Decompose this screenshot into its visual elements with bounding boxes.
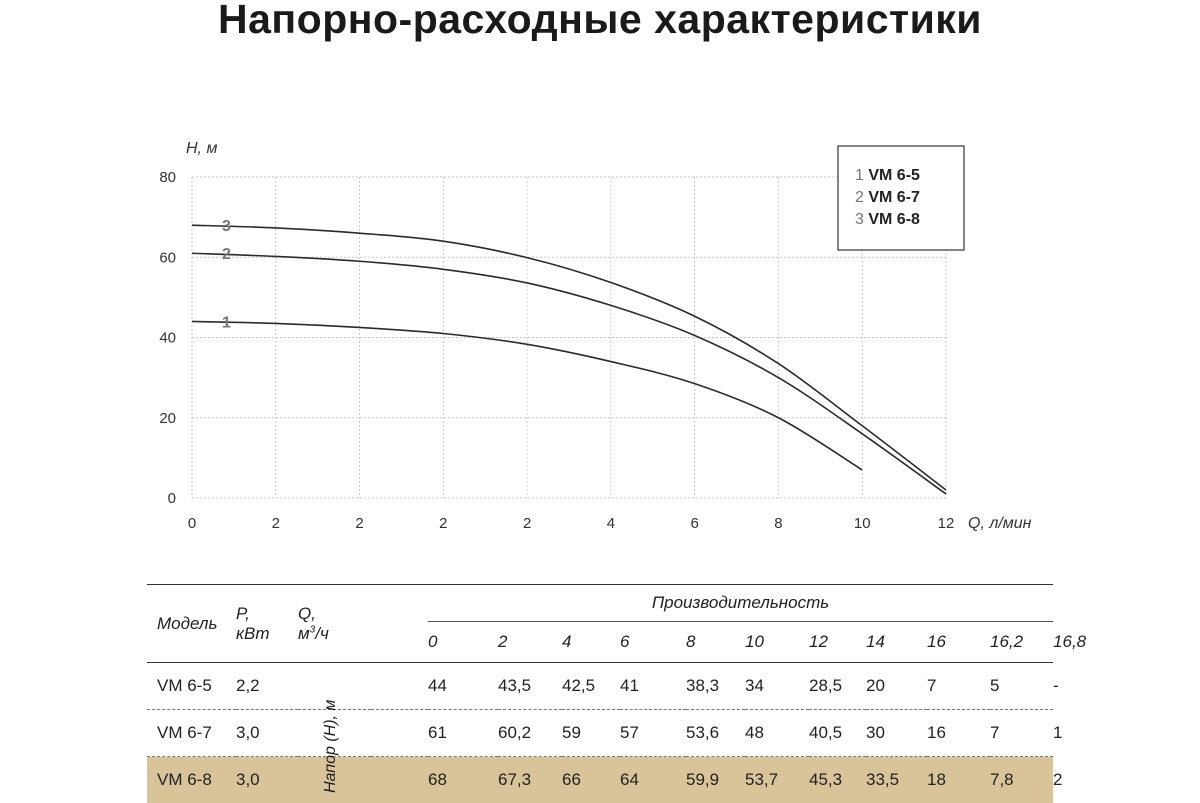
x-tick-label: 2 (523, 515, 531, 532)
x-tick-label: 2 (439, 515, 447, 532)
head-value-cell: 7,8 (990, 757, 1053, 803)
head-axis-label: Напор (H), м (322, 673, 344, 793)
head-value-cell: 20 (866, 663, 927, 710)
head-value-cell: 53,7 (745, 757, 809, 803)
flow-value-header: 14 (866, 622, 927, 663)
head-value-cell: 66 (562, 757, 620, 803)
head-value-cell: 30 (866, 710, 927, 757)
head-value-cell: 57 (620, 710, 686, 757)
head-value-cell: 61 (428, 710, 498, 757)
head-value-cell: 59 (562, 710, 620, 757)
y-tick-label: 0 (168, 490, 176, 507)
head-value-cell: 5 (990, 663, 1053, 710)
head-value-cell: 40,5 (809, 710, 866, 757)
x-tick-label: 6 (690, 515, 698, 532)
head-value-cell: 33,5 (866, 757, 927, 803)
head-value-cell: 41 (620, 663, 686, 710)
flow-header-symbol: Q, (298, 604, 371, 624)
flow-value-header: 6 (620, 622, 686, 663)
model-cell: VM 6-8 (147, 757, 236, 803)
chart-series: 1 2 3 (192, 218, 946, 494)
legend-item-3: 3 VM 6-8 (855, 211, 920, 228)
x-tick-label: 12 (938, 515, 955, 532)
model-cell: VM 6-5 (147, 663, 236, 710)
head-value-cell: 68 (428, 757, 498, 803)
head-value-cell: 64 (620, 757, 686, 803)
y-axis-title: H, м (186, 140, 217, 157)
flow-value-header: 12 (809, 622, 866, 663)
power-cell: 3,0 (236, 757, 298, 803)
flow-value-header: 16,2 (990, 622, 1053, 663)
y-tick-label: 20 (159, 410, 176, 427)
x-tick-label: 2 (272, 515, 280, 532)
spacer-cell (371, 663, 428, 710)
head-value-cell: 43,5 (498, 663, 562, 710)
flow-value-header: 10 (745, 622, 809, 663)
head-value-cell: 18 (927, 757, 990, 803)
y-tick-label: 40 (159, 330, 176, 347)
series-3-label: 3 (222, 218, 231, 235)
flow-value-header: 16 (927, 622, 990, 663)
head-value-cell: 7 (990, 710, 1053, 757)
head-value-cell: 16 (927, 710, 990, 757)
power-cell: 3,0 (236, 710, 298, 757)
flow-value-header: 8 (686, 622, 745, 663)
y-tick-label: 80 (159, 169, 176, 186)
head-value-cell: 7 (927, 663, 990, 710)
x-tick-label: 4 (607, 515, 615, 532)
flow-header: Q, м3/ч (298, 585, 371, 663)
head-value-cell: 67,3 (498, 757, 562, 803)
head-value-cell: 45,3 (809, 757, 866, 803)
flow-value-header: 0 (428, 622, 498, 663)
x-tick-label: 10 (854, 515, 871, 532)
head-value-cell: 38,3 (686, 663, 745, 710)
chart-legend: 1 VM 6-5 2 VM 6-7 3 VM 6-8 (838, 146, 964, 250)
power-header-symbol: P, (236, 604, 298, 624)
power-header-unit: кВт (236, 624, 298, 644)
series-1-line (192, 321, 862, 469)
spacer-cell (371, 757, 428, 803)
power-cell: 2,2 (236, 663, 298, 710)
flow-header-unit: м3/ч (298, 624, 371, 644)
power-header: P, кВт (236, 585, 298, 663)
legend-item-1: 1 VM 6-5 (855, 167, 920, 184)
head-value-cell: 44 (428, 663, 498, 710)
flow-value-header: 2 (498, 622, 562, 663)
x-tick-label: 8 (774, 515, 782, 532)
x-tick-label: 2 (355, 515, 363, 532)
y-tick-label: 60 (159, 249, 176, 266)
head-value-cell: 53,6 (686, 710, 745, 757)
spacer-cell (371, 710, 428, 757)
series-2-label: 2 (222, 246, 231, 263)
model-header: Модель (147, 585, 236, 663)
x-tick-label: 0 (188, 515, 196, 532)
flow-value-header: 4 (562, 622, 620, 663)
head-value-cell: 42,5 (562, 663, 620, 710)
series-2-line (192, 253, 946, 494)
head-value-cell: 28,5 (809, 663, 866, 710)
x-axis-title: Q, л/мин (968, 515, 1032, 532)
head-value-cell: 48 (745, 710, 809, 757)
head-value-cell: 59,9 (686, 757, 745, 803)
series-1-label: 1 (222, 314, 231, 331)
model-cell: VM 6-7 (147, 710, 236, 757)
performance-header: Производительность (428, 585, 1053, 622)
spec-table: Модель P, кВт Q, м3/ч Производительность… (147, 584, 1053, 803)
head-value-cell: 34 (745, 663, 809, 710)
legend-item-2: 2 VM 6-7 (855, 189, 920, 206)
head-value-cell: 60,2 (498, 710, 562, 757)
